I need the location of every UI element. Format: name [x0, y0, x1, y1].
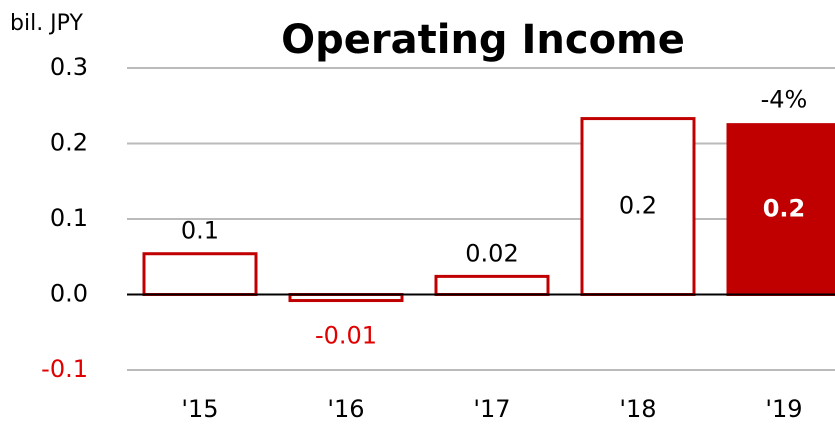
x-tick-label: '18: [619, 395, 656, 423]
value-label: 0.1: [181, 217, 219, 245]
x-tick-label: '17: [473, 395, 510, 423]
chart-title: Operating Income: [281, 17, 685, 63]
y-tick-label: -0.1: [41, 355, 88, 383]
value-label: 0.2: [763, 195, 806, 223]
unit-label: bil. JPY: [10, 11, 83, 36]
bar: [434, 274, 550, 297]
y-tick-label: 0.3: [50, 53, 88, 81]
annotation: -4%: [761, 86, 808, 114]
x-tick-label: '19: [765, 395, 802, 423]
value-label: -0.01: [315, 322, 377, 350]
y-tick-label: 0.0: [50, 280, 88, 308]
x-tick-label: '16: [327, 395, 364, 423]
y-tick-label: 0.1: [50, 204, 88, 232]
bar: [142, 252, 258, 296]
value-label: 0.2: [619, 192, 657, 220]
value-label: 0.02: [465, 239, 518, 267]
bar: [580, 117, 696, 296]
y-tick-label: 0.2: [50, 129, 88, 157]
x-tick-label: '15: [181, 395, 218, 423]
